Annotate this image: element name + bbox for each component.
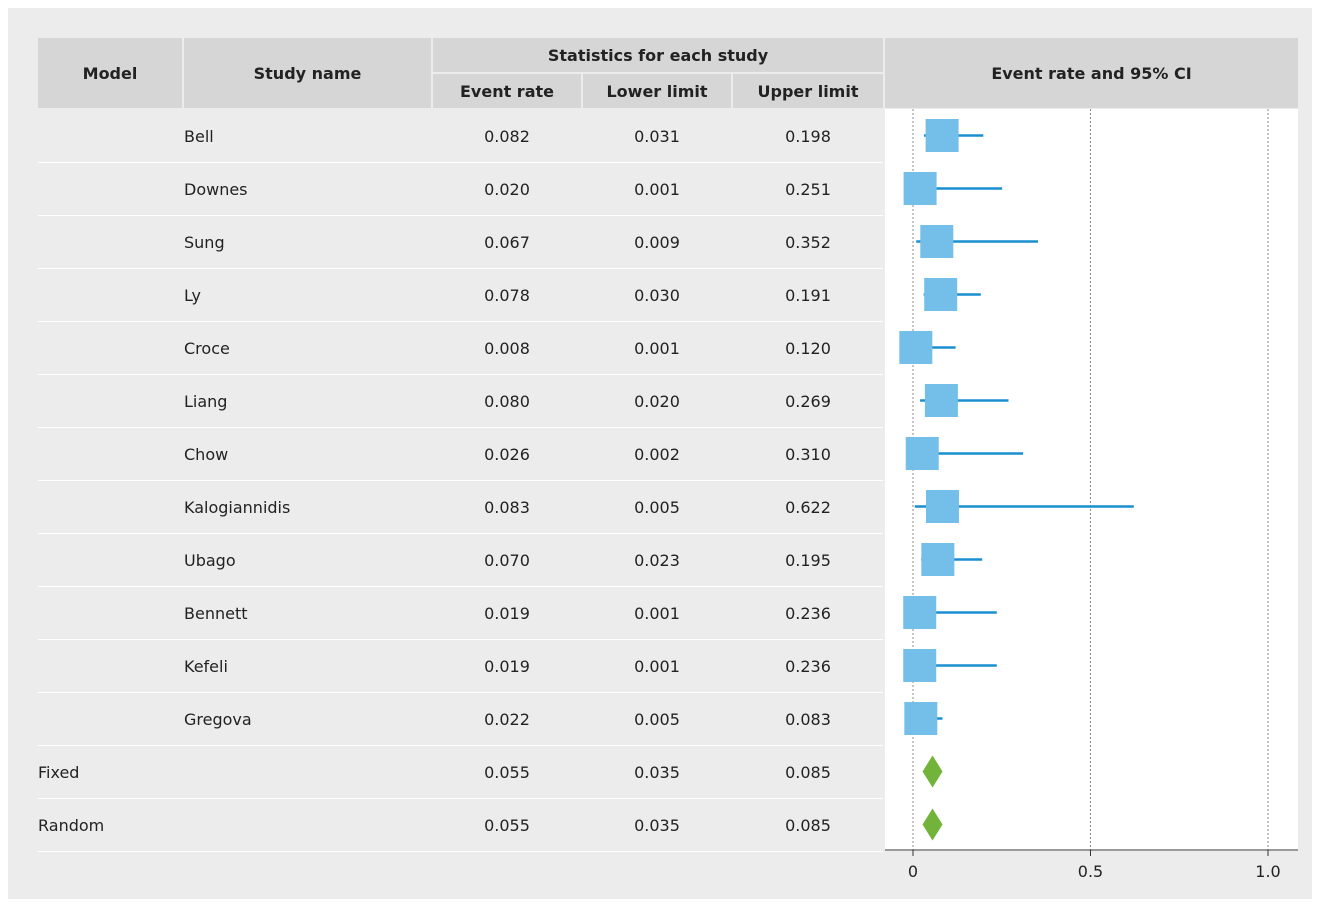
row-divider <box>38 480 883 481</box>
study-marker <box>903 596 937 629</box>
row-study-name: Ubago <box>184 551 236 570</box>
row-upper-limit: 0.236 <box>785 657 831 676</box>
row-divider <box>38 162 883 163</box>
row-upper-limit: 0.251 <box>785 180 831 199</box>
study-marker <box>920 225 954 258</box>
study-marker <box>903 172 937 205</box>
row-event-rate: 0.070 <box>484 551 530 570</box>
row-lower-limit: 0.030 <box>634 286 680 305</box>
summary-diamond <box>922 808 943 841</box>
row-divider <box>38 851 883 852</box>
row-study-name: Bell <box>184 127 214 146</box>
row-divider <box>38 798 883 799</box>
plot-area <box>885 109 1298 851</box>
row-upper-limit: 0.198 <box>785 127 831 146</box>
study-marker <box>904 702 938 735</box>
row-event-rate: 0.020 <box>484 180 530 199</box>
x-tick-label: 0.5 <box>1078 862 1103 881</box>
row-event-rate: 0.080 <box>484 392 530 411</box>
header-event-rate: Event rate <box>433 74 581 108</box>
row-lower-limit: 0.005 <box>634 498 680 517</box>
row-divider <box>38 745 883 746</box>
row-event-rate: 0.055 <box>484 816 530 835</box>
row-event-rate: 0.055 <box>484 763 530 782</box>
row-upper-limit: 0.269 <box>785 392 831 411</box>
row-event-rate: 0.026 <box>484 445 530 464</box>
row-lower-limit: 0.020 <box>634 392 680 411</box>
header-plot-title: Event rate and 95% CI <box>885 38 1298 108</box>
study-marker <box>921 543 955 576</box>
row-divider <box>38 533 883 534</box>
row-lower-limit: 0.035 <box>634 763 680 782</box>
row-study-name: Kefeli <box>184 657 228 676</box>
row-upper-limit: 0.236 <box>785 604 831 623</box>
row-upper-limit: 0.120 <box>785 339 831 358</box>
row-divider <box>38 215 883 216</box>
study-marker <box>903 649 937 682</box>
row-lower-limit: 0.031 <box>634 127 680 146</box>
row-lower-limit: 0.002 <box>634 445 680 464</box>
study-marker <box>925 490 959 523</box>
row-study-name: Sung <box>184 233 225 252</box>
x-tick-label: 0 <box>908 862 918 881</box>
row-event-rate: 0.008 <box>484 339 530 358</box>
row-event-rate: 0.067 <box>484 233 530 252</box>
row-lower-limit: 0.001 <box>634 339 680 358</box>
row-lower-limit: 0.035 <box>634 816 680 835</box>
study-marker <box>905 437 939 470</box>
row-upper-limit: 0.083 <box>785 710 831 729</box>
row-upper-limit: 0.622 <box>785 498 831 517</box>
row-event-rate: 0.082 <box>484 127 530 146</box>
row-event-rate: 0.022 <box>484 710 530 729</box>
study-marker <box>925 119 959 152</box>
study-marker <box>924 278 958 311</box>
row-event-rate: 0.083 <box>484 498 530 517</box>
row-study-name: Bennett <box>184 604 248 623</box>
row-study-name: Kalogiannidis <box>184 498 291 517</box>
row-lower-limit: 0.001 <box>634 657 680 676</box>
header-upper-limit: Upper limit <box>733 74 883 108</box>
row-divider <box>38 321 883 322</box>
row-upper-limit: 0.191 <box>785 286 831 305</box>
row-model: Random <box>38 816 105 835</box>
row-lower-limit: 0.005 <box>634 710 680 729</box>
row-upper-limit: 0.310 <box>785 445 831 464</box>
row-divider <box>38 268 883 269</box>
row-event-rate: 0.019 <box>484 604 530 623</box>
header-lower-limit: Lower limit <box>583 74 731 108</box>
header-model: Model <box>38 38 182 108</box>
row-divider <box>38 427 883 428</box>
row-study-name: Chow <box>184 445 229 464</box>
row-lower-limit: 0.009 <box>634 233 680 252</box>
row-model: Fixed <box>38 763 80 782</box>
row-lower-limit: 0.023 <box>634 551 680 570</box>
summary-diamond <box>922 755 943 788</box>
row-divider <box>38 692 883 693</box>
study-marker <box>899 331 933 364</box>
row-upper-limit: 0.085 <box>785 763 831 782</box>
row-event-rate: 0.019 <box>484 657 530 676</box>
header-study-name: Study name <box>184 38 431 108</box>
row-study-name: Liang <box>184 392 228 411</box>
row-lower-limit: 0.001 <box>634 180 680 199</box>
study-marker <box>924 384 958 417</box>
row-divider <box>38 586 883 587</box>
row-study-name: Downes <box>184 180 248 199</box>
header-statistics-group: Statistics for each study <box>433 38 883 72</box>
row-study-name: Gregova <box>184 710 252 729</box>
x-tick-label: 1.0 <box>1255 862 1280 881</box>
row-divider <box>38 639 883 640</box>
row-upper-limit: 0.195 <box>785 551 831 570</box>
row-divider <box>38 374 883 375</box>
row-event-rate: 0.078 <box>484 286 530 305</box>
row-study-name: Ly <box>184 286 201 305</box>
row-lower-limit: 0.001 <box>634 604 680 623</box>
row-upper-limit: 0.352 <box>785 233 831 252</box>
row-study-name: Croce <box>184 339 230 358</box>
row-upper-limit: 0.085 <box>785 816 831 835</box>
